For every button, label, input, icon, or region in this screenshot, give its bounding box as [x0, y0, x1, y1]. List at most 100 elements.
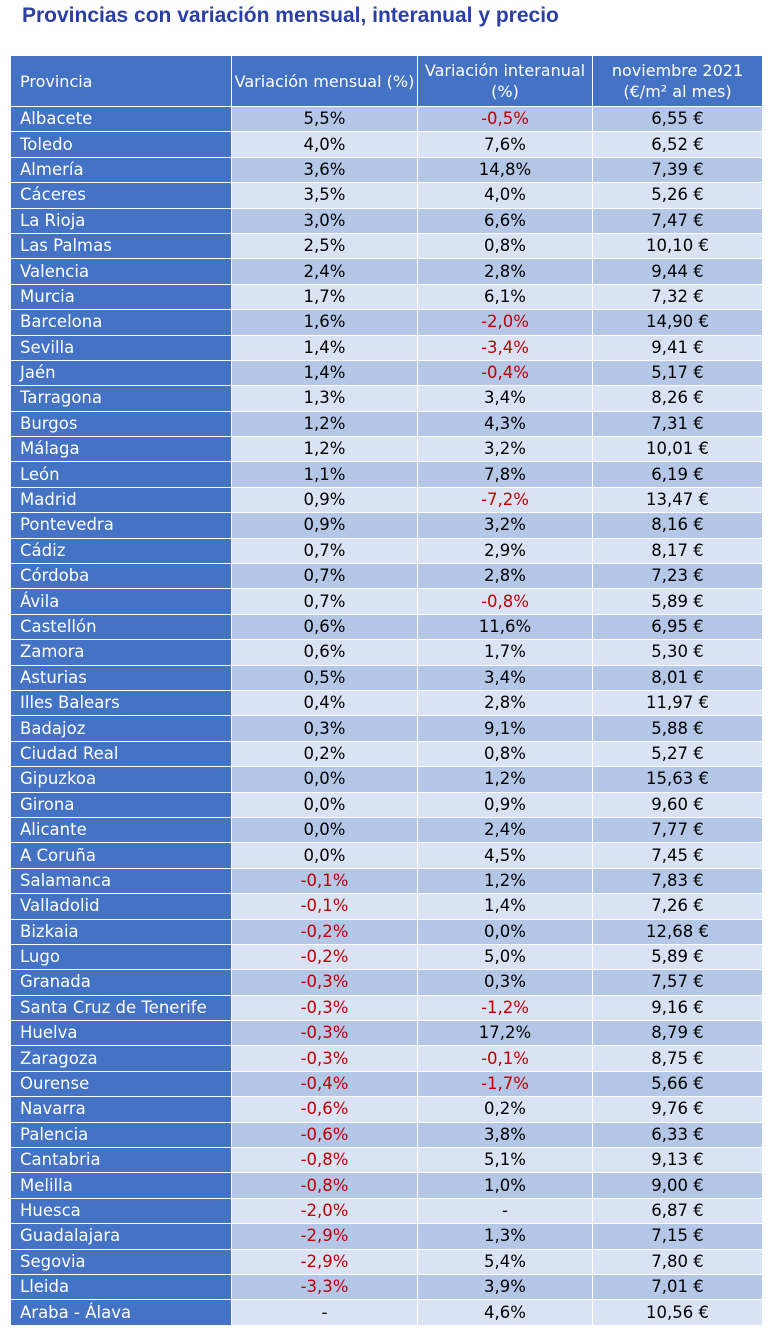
table-row: A Coruña 0,0% 4,5% 7,45 €	[10, 842, 763, 869]
table-row: Lleida -3,3% 3,9% 7,01 €	[10, 1273, 763, 1301]
monthly-variation-cell: 0,4%	[231, 689, 418, 717]
table-row: Toledo 4,0% 7,6% 6,52 €	[10, 131, 763, 158]
province-cell: Jaén	[10, 359, 232, 387]
province-cell: Madrid	[10, 486, 232, 514]
province-cell: Cáceres	[10, 182, 232, 209]
province-cell: Tarragona	[10, 385, 232, 412]
annual-variation-cell: 11,6%	[417, 613, 593, 641]
table-row: Cáceres 3,5% 4,0% 5,26 €	[10, 182, 763, 209]
price-cell: 8,26 €	[592, 385, 763, 412]
price-cell: 9,13 €	[592, 1147, 763, 1174]
price-cell: 15,63 €	[592, 766, 763, 793]
annual-variation-cell: 4,5%	[417, 842, 593, 869]
annual-variation-cell: 7,8%	[417, 461, 593, 488]
monthly-variation-cell: 0,0%	[231, 842, 418, 869]
table-row: Albacete 5,5% -0,5% 6,55 €	[10, 105, 763, 133]
table-row: Valladolid -0,1% 1,4% 7,26 €	[10, 893, 763, 920]
province-cell: Guadalajara	[10, 1223, 232, 1250]
province-cell: Salamanca	[10, 867, 232, 895]
monthly-variation-cell: 5,5%	[231, 105, 418, 133]
monthly-variation-cell: 0,3%	[231, 715, 418, 742]
province-cell: Bizkaia	[10, 918, 232, 945]
table-row: Illes Balears 0,4% 2,8% 11,97 €	[10, 689, 763, 717]
price-cell: 8,16 €	[592, 512, 763, 539]
monthly-variation-cell: 1,1%	[231, 461, 418, 488]
price-cell: 7,15 €	[592, 1223, 763, 1250]
province-cell: Murcia	[10, 283, 232, 311]
province-cell: León	[10, 461, 232, 488]
price-cell: 8,79 €	[592, 1020, 763, 1047]
monthly-variation-cell: 3,6%	[231, 156, 418, 184]
monthly-variation-cell: 0,5%	[231, 664, 418, 691]
monthly-variation-cell: 0,7%	[231, 563, 418, 590]
price-cell: 13,47 €	[592, 486, 763, 514]
monthly-variation-cell: 0,9%	[231, 512, 418, 539]
province-cell: Badajoz	[10, 715, 232, 742]
province-cell: Albacete	[10, 105, 232, 133]
monthly-variation-cell: -0,1%	[231, 867, 418, 895]
annual-variation-cell: 1,2%	[417, 766, 593, 793]
page-title: Provincias con variación mensual, intera…	[22, 4, 559, 27]
annual-variation-cell: 0,8%	[417, 232, 593, 260]
table-row: Ourense -0,4% -1,7% 5,66 €	[10, 1070, 763, 1098]
table-row: Huesca -2,0% -6,87 €	[10, 1197, 763, 1225]
province-cell: Lleida	[10, 1273, 232, 1301]
province-cell: Granada	[10, 969, 232, 996]
annual-variation-cell: 1,0%	[417, 1172, 593, 1199]
province-cell: Córdoba	[10, 563, 232, 590]
table-row: Jaén 1,4% -0,4% 5,17 €	[10, 359, 763, 387]
monthly-variation-cell: 2,5%	[231, 232, 418, 260]
province-cell: Illes Balears	[10, 689, 232, 717]
price-cell: 7,32 €	[592, 283, 763, 311]
province-cell: Navarra	[10, 1096, 232, 1123]
annual-variation-cell: 0,8%	[417, 740, 593, 768]
price-cell: 7,57 €	[592, 969, 763, 996]
price-cell: 8,75 €	[592, 1045, 763, 1072]
annual-variation-cell: 0,3%	[417, 969, 593, 996]
table-row: Sevilla 1,4% -3,4% 9,41 €	[10, 334, 763, 361]
price-cell: 7,45 €	[592, 842, 763, 869]
annual-variation-cell: -0,1%	[417, 1045, 593, 1072]
monthly-variation-cell: -0,3%	[231, 1045, 418, 1072]
province-cell: Barcelona	[10, 309, 232, 336]
monthly-variation-cell: -2,9%	[231, 1223, 418, 1250]
price-cell: 7,80 €	[592, 1248, 763, 1275]
monthly-variation-cell: 0,7%	[231, 537, 418, 565]
provinces-table: Provincia Variación mensual (%) Variació…	[10, 55, 763, 1326]
monthly-variation-cell: 1,7%	[231, 283, 418, 311]
annual-variation-cell: 5,4%	[417, 1248, 593, 1275]
monthly-variation-cell: -3,3%	[231, 1273, 418, 1301]
table-row: Cantabria -0,8% 5,1% 9,13 €	[10, 1147, 763, 1174]
monthly-variation-cell: -0,6%	[231, 1121, 418, 1149]
province-cell: Segovia	[10, 1248, 232, 1275]
table-row: Ciudad Real 0,2% 0,8% 5,27 €	[10, 740, 763, 768]
column-header-provincia: Provincia	[10, 55, 232, 107]
province-cell: Alicante	[10, 816, 232, 844]
monthly-variation-cell: 0,0%	[231, 816, 418, 844]
monthly-variation-cell: 1,4%	[231, 334, 418, 361]
table-row: Gipuzkoa 0,0% 1,2% 15,63 €	[10, 766, 763, 793]
annual-variation-cell: 9,1%	[417, 715, 593, 742]
table-row: Bizkaia -0,2% 0,0% 12,68 €	[10, 918, 763, 945]
province-cell: Cantabria	[10, 1147, 232, 1174]
annual-variation-cell: 2,8%	[417, 689, 593, 717]
price-cell: 7,01 €	[592, 1273, 763, 1301]
annual-variation-cell: -0,4%	[417, 359, 593, 387]
table-row: Valencia 2,4% 2,8% 9,44 €	[10, 258, 763, 285]
price-cell: 5,26 €	[592, 182, 763, 209]
annual-variation-cell: 3,4%	[417, 664, 593, 691]
province-cell: Castellón	[10, 613, 232, 641]
price-cell: 5,66 €	[592, 1070, 763, 1098]
table-row: Araba - Álava -4,6% 10,56 €	[10, 1299, 763, 1326]
province-cell: Araba - Álava	[10, 1299, 232, 1326]
table-row: Melilla -0,8% 1,0% 9,00 €	[10, 1172, 763, 1199]
table-row: Lugo -0,2% 5,0% 5,89 €	[10, 943, 763, 971]
price-cell: 7,23 €	[592, 563, 763, 590]
province-cell: Zaragoza	[10, 1045, 232, 1072]
annual-variation-cell: 3,2%	[417, 512, 593, 539]
annual-variation-cell: -0,5%	[417, 105, 593, 133]
monthly-variation-cell: 1,2%	[231, 436, 418, 463]
annual-variation-cell: 1,4%	[417, 893, 593, 920]
price-cell: 10,56 €	[592, 1299, 763, 1326]
province-cell: Las Palmas	[10, 232, 232, 260]
